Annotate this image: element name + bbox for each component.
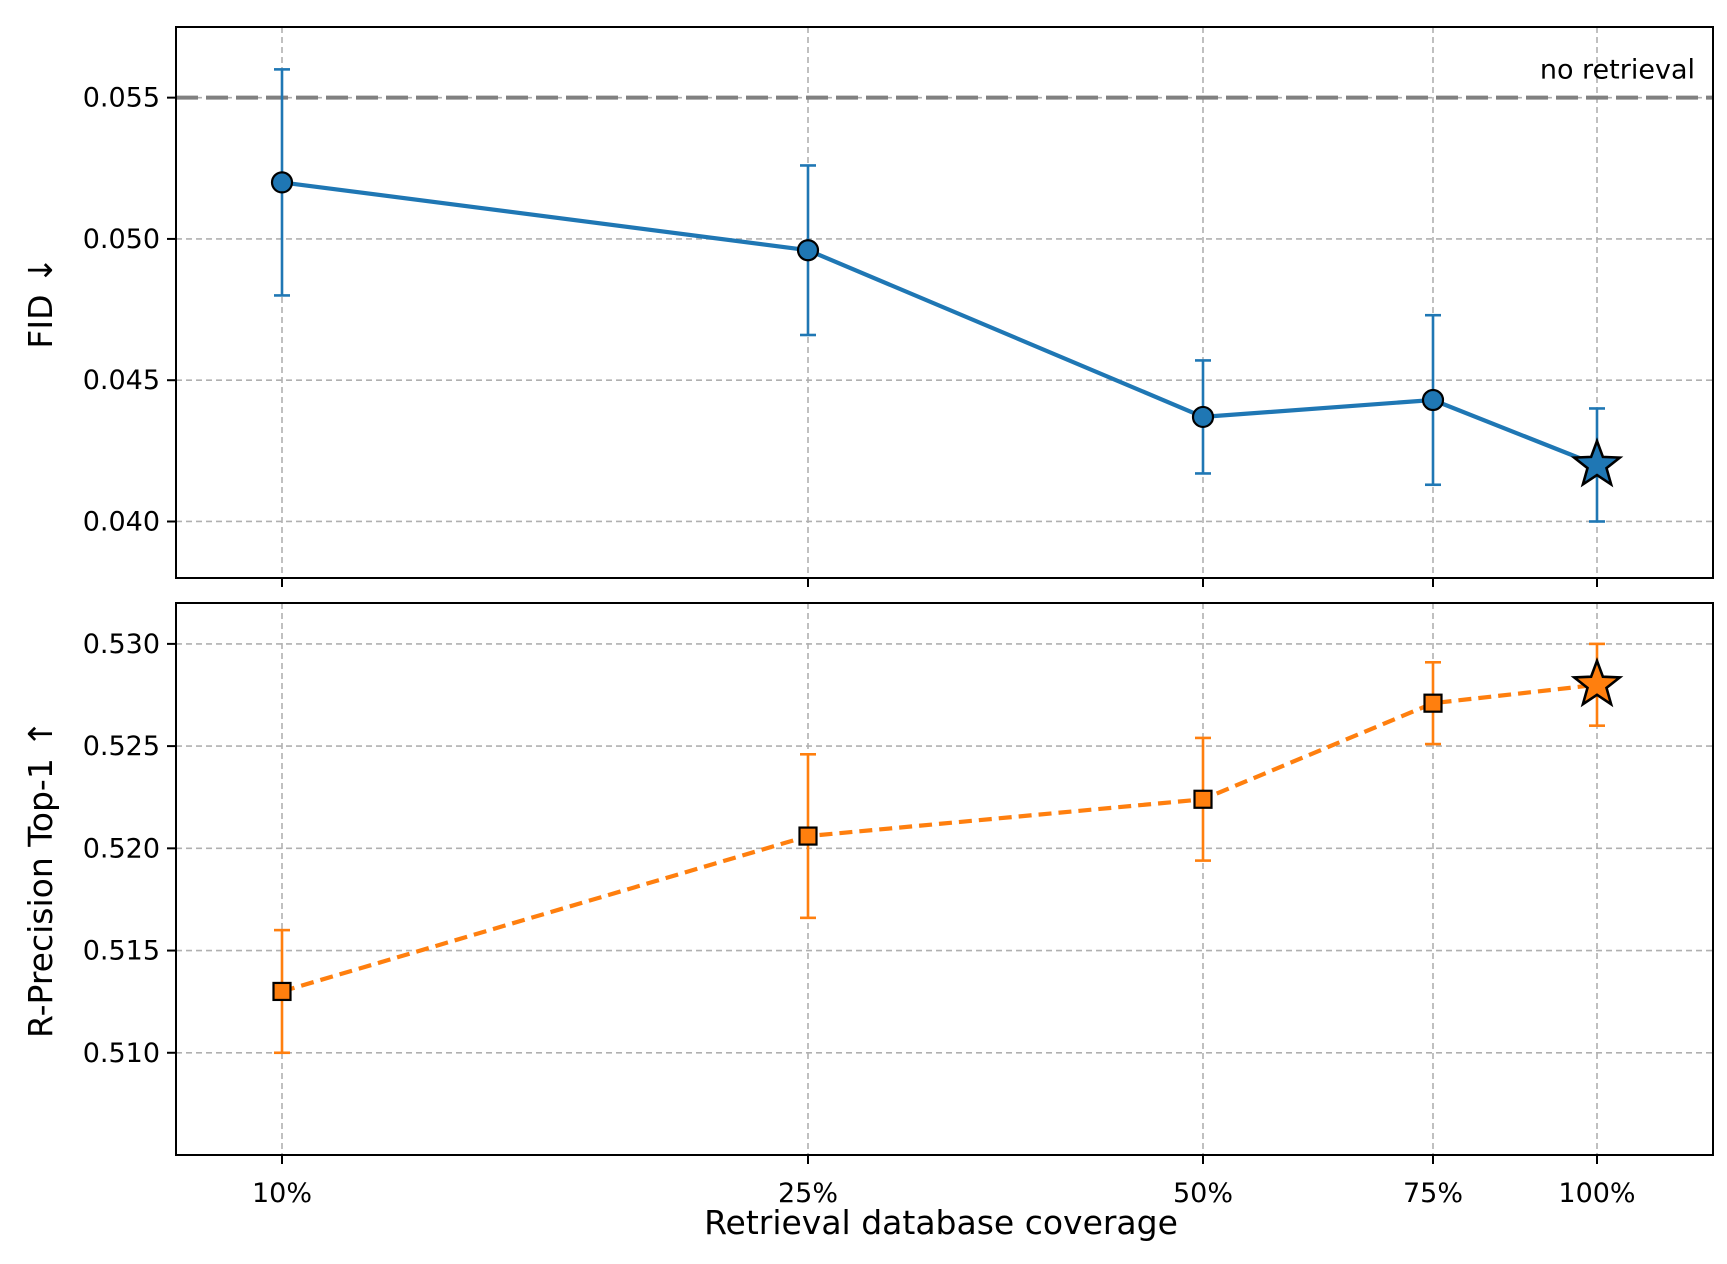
y-tick-label: 0.515 (83, 936, 160, 967)
best-point-star-marker (1570, 657, 1624, 708)
data-point-marker (270, 171, 294, 194)
x-tick-label: 10% (252, 1178, 312, 1209)
y-tick-label: 0.530 (83, 629, 160, 660)
y-tick-label: 0.045 (83, 365, 160, 396)
y-tick-label: 0.050 (83, 224, 160, 255)
x-tick-label: 100% (1558, 1178, 1635, 1209)
best-point-star-marker (1570, 437, 1624, 488)
x-tick-label: 50% (1173, 1178, 1233, 1209)
data-point-marker (1193, 789, 1213, 809)
y-tick-label: 0.055 (83, 83, 160, 114)
data-point-marker (798, 826, 818, 846)
no-retrieval-label: no retrieval (1540, 55, 1695, 86)
x-axis-label: Retrieval database coverage (704, 1203, 1178, 1242)
x-tick-label: 75% (1403, 1178, 1463, 1209)
y-axis-label: FID ↓ (21, 256, 60, 348)
data-point-marker (796, 239, 820, 262)
fid-panel: 0.040 0.045 0.050 0.055 no retrieval FID ↓ (21, 26, 1714, 587)
data-point-marker (1423, 693, 1443, 713)
y-tick-label: 0.510 (83, 1038, 160, 1069)
axes-frame (175, 26, 1714, 579)
series-line (281, 180, 1598, 467)
data-point-marker (1191, 405, 1215, 429)
r-precision-panel: 10% 25% 50% 75% 100% 0.510 0.515 0.520 0.525 0.53… (21, 602, 1714, 1209)
y-axis-label: R-Precision Top-1 ↑ (21, 720, 60, 1038)
y-tick-label: 0.040 (83, 506, 160, 537)
y-tick-label: 0.525 (83, 731, 160, 762)
y-tick-label: 0.520 (83, 833, 160, 864)
data-point-marker (272, 981, 292, 1002)
series-line (281, 682, 1598, 994)
data-point-marker (1421, 388, 1445, 412)
axes-frame (175, 602, 1714, 1156)
x-tick-label: 25% (778, 1178, 838, 1209)
